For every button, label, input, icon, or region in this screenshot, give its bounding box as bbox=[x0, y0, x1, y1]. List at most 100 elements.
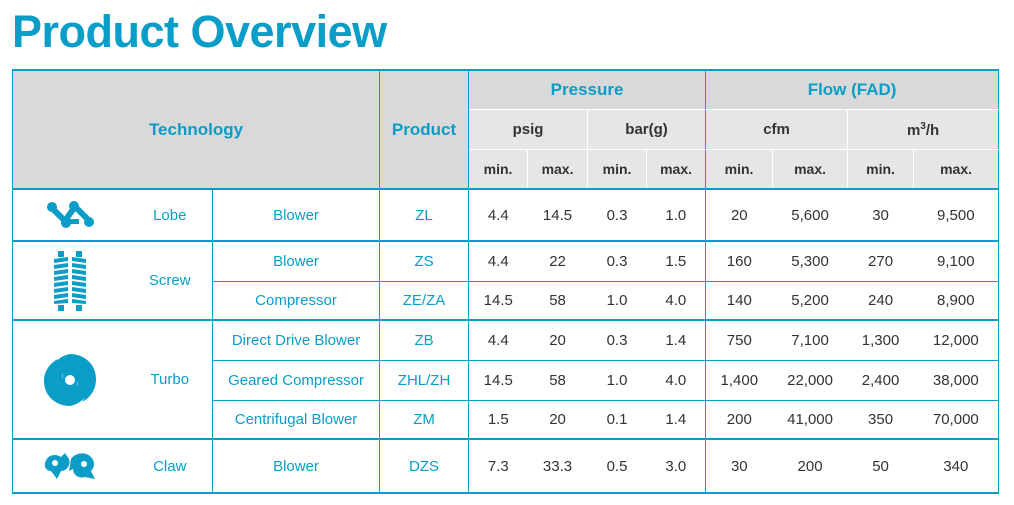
bar-min: 0.5 bbox=[587, 438, 647, 494]
product-code: ZE/ZA bbox=[379, 280, 470, 320]
product-name: Geared Compressor bbox=[212, 359, 380, 400]
cfm-max: 200 bbox=[772, 438, 848, 494]
product-name: Compressor bbox=[212, 280, 380, 320]
psig-max: 58 bbox=[527, 280, 588, 320]
product-code: ZHL/ZH bbox=[379, 359, 470, 400]
product-code: ZS bbox=[379, 240, 470, 281]
bar-min: 0.3 bbox=[587, 188, 647, 241]
psig-min: 14.5 bbox=[468, 280, 528, 320]
bar-min: 0.3 bbox=[587, 319, 647, 360]
product-name: Direct Drive Blower bbox=[212, 319, 380, 360]
psig-max: 14.5 bbox=[527, 188, 588, 241]
bar-min: 1.0 bbox=[587, 359, 647, 400]
header-m3h-sup: 3 bbox=[920, 120, 926, 132]
header-cfm-min: min. bbox=[705, 149, 774, 190]
m3h-min: 2,400 bbox=[847, 359, 914, 400]
m3h-max: 9,500 bbox=[913, 188, 1000, 241]
cfm-max: 41,000 bbox=[772, 399, 848, 439]
product-code: DZS bbox=[379, 438, 470, 494]
bar-max: 1.5 bbox=[646, 240, 707, 281]
m3h-min: 50 bbox=[847, 438, 914, 494]
psig-min: 4.4 bbox=[468, 240, 528, 281]
cfm-max: 7,100 bbox=[772, 319, 848, 360]
m3h-min: 350 bbox=[847, 399, 914, 439]
screw-icon-cell bbox=[12, 240, 128, 320]
psig-max: 20 bbox=[527, 399, 588, 439]
bar-max: 4.0 bbox=[646, 280, 707, 320]
header-technology: Technology bbox=[11, 69, 381, 190]
bar-max: 1.4 bbox=[646, 399, 707, 439]
header-product: Product bbox=[379, 69, 470, 190]
bar-min: 1.0 bbox=[587, 280, 647, 320]
cfm-min: 200 bbox=[705, 399, 773, 439]
product-code: ZM bbox=[379, 399, 470, 439]
header-bar-min: min. bbox=[587, 149, 648, 190]
bar-max: 1.0 bbox=[646, 188, 707, 241]
lobe-icon bbox=[47, 201, 95, 228]
bar-max: 3.0 bbox=[646, 438, 707, 494]
psig-min: 4.4 bbox=[468, 319, 528, 360]
cfm-min: 30 bbox=[705, 438, 773, 494]
technology-claw: Claw bbox=[127, 438, 213, 494]
m3h-max: 9,100 bbox=[913, 240, 1000, 281]
header-m3h-base: m bbox=[906, 121, 921, 139]
header-m3h-min: min. bbox=[847, 149, 915, 190]
header-bar-max: max. bbox=[646, 149, 707, 190]
technology-lobe: Lobe bbox=[127, 188, 213, 241]
header-m3h-max: max. bbox=[913, 149, 1000, 190]
table-row: Geared Compressor ZHL/ZH 14.5 58 1.0 4.0… bbox=[13, 359, 1000, 400]
turbo-icon-cell bbox=[12, 319, 128, 439]
claw-icon-cell bbox=[12, 438, 128, 494]
cfm-min: 160 bbox=[705, 240, 773, 281]
m3h-max: 70,000 bbox=[913, 399, 1000, 439]
m3h-min: 240 bbox=[847, 280, 914, 320]
bar-max: 4.0 bbox=[646, 359, 707, 400]
cfm-max: 5,600 bbox=[772, 188, 848, 241]
header-psig-min: min. bbox=[468, 149, 529, 190]
product-code: ZB bbox=[379, 319, 470, 360]
table-row: Claw Blower DZS 7.3 33.3 0.5 3.0 30 200 … bbox=[12, 438, 1000, 494]
cfm-max: 22,000 bbox=[772, 359, 848, 400]
table-row: Centrifugal Blower ZM 1.5 20 0.1 1.4 200… bbox=[13, 399, 1000, 439]
cfm-max: 5,200 bbox=[772, 280, 848, 320]
table-row: Screw Blower ZS 4.4 22 0.3 1.5 160 5,300… bbox=[12, 240, 1000, 320]
header-barg: bar(g) bbox=[587, 109, 707, 150]
header-cfm-max: max. bbox=[772, 149, 849, 190]
page-title: Product Overview bbox=[12, 6, 387, 57]
bar-min: 0.1 bbox=[587, 399, 647, 439]
product-code: ZL bbox=[379, 188, 470, 241]
claw-icon bbox=[45, 453, 96, 479]
m3h-max: 12,000 bbox=[913, 319, 1000, 360]
m3h-min: 1,300 bbox=[847, 319, 914, 360]
technology-turbo: Turbo bbox=[127, 319, 213, 439]
product-name: Blower bbox=[212, 438, 380, 494]
technology-screw: Screw bbox=[127, 240, 213, 320]
m3h-max: 38,000 bbox=[913, 359, 1000, 400]
table-row: Lobe Blower ZL 4.4 14.5 0.3 1.0 20 5,600… bbox=[12, 188, 1000, 241]
header-m3h-tail: /h bbox=[925, 121, 940, 139]
table-row: Turbo Direct Drive Blower ZB 4.4 20 0.3 … bbox=[12, 319, 1000, 439]
cfm-min: 20 bbox=[705, 188, 773, 241]
header-flow: Flow (FAD) bbox=[705, 69, 1000, 110]
m3h-min: 270 bbox=[847, 240, 914, 281]
header-psig: psig bbox=[468, 109, 589, 150]
screw-icon bbox=[54, 250, 87, 311]
cfm-max: 5,300 bbox=[772, 240, 848, 281]
cfm-min: 140 bbox=[705, 280, 773, 320]
product-overview-table: Technology Product Pressure Flow (FAD) p… bbox=[11, 69, 1000, 494]
psig-min: 7.3 bbox=[468, 438, 528, 494]
header-psig-max: max. bbox=[527, 149, 589, 190]
header-m3h: m3/h bbox=[847, 109, 1000, 150]
turbo-icon bbox=[44, 353, 97, 406]
header-cfm: cfm bbox=[705, 109, 849, 150]
table-row: Compressor ZE/ZA 14.5 58 1.0 4.0 140 5,2… bbox=[13, 280, 1000, 320]
product-name: Centrifugal Blower bbox=[212, 399, 380, 439]
psig-max: 22 bbox=[527, 240, 588, 281]
bar-min: 0.3 bbox=[587, 240, 647, 281]
product-name: Blower bbox=[212, 188, 380, 241]
product-name: Blower bbox=[212, 240, 380, 281]
psig-max: 58 bbox=[527, 359, 588, 400]
m3h-max: 340 bbox=[913, 438, 1000, 494]
lobe-icon-cell bbox=[12, 188, 128, 241]
psig-min: 1.5 bbox=[468, 399, 528, 439]
